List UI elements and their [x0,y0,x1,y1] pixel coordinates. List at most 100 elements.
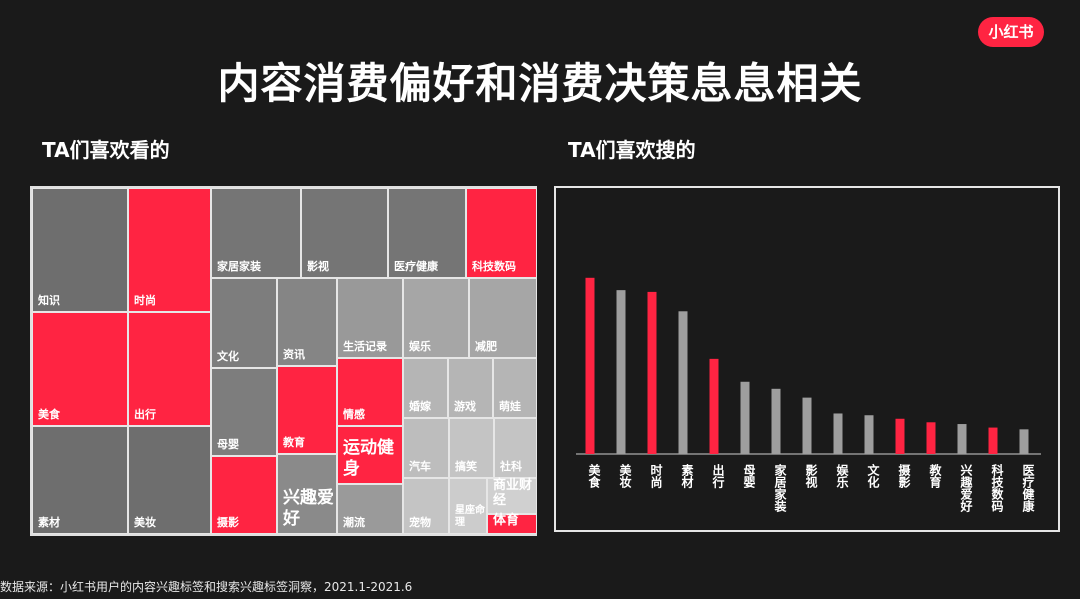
x-tick-label: 娱乐 [835,464,849,489]
x-tick-label: 摄影 [897,463,911,489]
treemap-tile: 美食 [32,312,128,426]
treemap-tile: 出行 [128,312,211,426]
treemap-tile-label: 体育 [493,513,520,529]
treemap-tile-label: 文化 [217,349,239,363]
bar-出行 [709,358,719,454]
treemap-tile: 素材 [32,426,128,534]
treemap-tile: 兴趣爱好 [277,454,337,534]
bar-时尚 [647,291,657,454]
x-tick-label: 文化 [866,463,880,489]
data-source-note: 数据来源：小红书用户的内容兴趣标签和搜索兴趣标签洞察，2021.1-2021.6 [0,580,413,594]
bar-教育 [926,422,936,454]
left-panel-title: TA们喜欢看的 [42,138,170,162]
xiaohongshu-logo: 小红书 [978,17,1044,47]
bar-兴趣爱好 [957,424,967,454]
treemap-tile: 汽车 [403,418,449,478]
treemap-tile-label: 美食 [38,407,60,421]
treemap-tile-label: 社科 [500,459,522,473]
treemap-tile-label: 星座命理 [455,505,485,528]
bar-影视 [802,397,812,454]
treemap-tile: 家居家装 [211,188,301,278]
treemap-tile-label: 美妆 [134,515,156,529]
treemap-tile: 知识 [32,188,128,312]
treemap-tile: 减肥 [469,278,537,358]
treemap-tile: 搞笑 [449,418,494,478]
treemap-tile: 医疗健康 [388,188,466,278]
x-tick-label: 美妆 [618,463,632,489]
x-tick-label: 母婴 [742,464,756,489]
treemap-tile: 美妆 [128,426,211,534]
treemap-tile: 科技数码 [466,188,537,278]
treemap-tile-label: 时尚 [134,293,156,307]
treemap-tile-label: 潮流 [343,515,365,529]
treemap-tile: 商业财经 [487,478,537,514]
bar-娱乐 [833,413,843,454]
x-tick-label: 教育 [928,463,942,489]
treemap-tile-label: 婚嫁 [409,399,431,413]
treemap-tile-label: 娱乐 [409,339,431,353]
right-panel-title: TA们喜欢搜的 [568,138,696,162]
treemap-tile-label: 素材 [38,515,60,529]
search-bar-chart-frame: 美食 美妆 时尚 素材 出行 母婴 家居家装 影视 娱乐 文化 摄影 教育 兴趣爱好 科技数码 医疗健康 [554,186,1060,532]
treemap-tile: 娱乐 [403,278,469,358]
treemap-tile: 宠物 [403,478,449,534]
bar-摄影 [895,418,905,454]
page-title: 内容消费偏好和消费决策息息相关 [217,59,863,108]
treemap-tile-label: 影视 [307,259,329,273]
treemap-tile: 母婴 [211,368,277,456]
bar-美妆 [616,290,626,454]
treemap-tile: 时尚 [128,188,211,312]
treemap-tile-label: 宠物 [409,515,431,529]
treemap-tile-label: 知识 [38,293,60,307]
x-tick-label: 素材 [680,463,694,489]
x-tick-label: 兴趣爱好 [959,463,973,513]
treemap-tile-label: 兴趣爱好 [283,488,334,529]
treemap-tile: 社科 [494,418,537,478]
treemap-tile: 体育 [487,513,537,534]
bar-医疗健康 [1019,429,1029,454]
treemap-tile-label: 摄影 [217,515,239,529]
treemap-tile-label: 运动健身 [343,438,394,479]
x-tick-label: 影视 [804,463,818,489]
treemap-tile-label: 萌娃 [499,399,521,413]
x-tick-label: 家居家装 [773,463,787,513]
treemap-tile: 生活记录 [337,278,403,358]
x-tick-label: 时尚 [649,463,663,489]
treemap-tile: 资讯 [277,278,337,366]
treemap-tile-label: 搞笑 [455,459,477,473]
treemap-tile-label: 资讯 [283,347,305,361]
search-bar-chart: 美食 美妆 时尚 素材 出行 母婴 家居家装 影视 娱乐 文化 摄影 教育 兴趣爱好 科技数码 医疗健康 [576,277,1041,513]
treemap-tile-label: 医疗健康 [394,259,438,273]
treemap-tile: 潮流 [337,484,403,534]
treemap-tile-label: 商业财经 [493,477,533,509]
treemap-tile-label: 家居家装 [217,259,261,273]
treemap-tile-label: 母婴 [217,437,239,451]
treemap-tile-label: 游戏 [454,399,476,413]
treemap-tile-label: 教育 [283,435,305,449]
treemap-tile: 婚嫁 [403,358,448,418]
bar-科技数码 [988,427,998,454]
treemap-tile-label: 出行 [134,407,156,421]
treemap-tile-label: 科技数码 [472,259,516,273]
treemap-tile: 萌娃 [493,358,537,418]
x-tick-label: 美食 [587,463,601,489]
treemap-tile-label: 情感 [343,407,365,421]
treemap-tile-label: 汽车 [409,459,431,473]
x-tick-label: 医疗健康 [1021,464,1035,513]
treemap-tile: 情感 [337,358,403,426]
treemap-tile: 运动健身 [337,426,403,484]
treemap-tile-label: 生活记录 [343,339,387,353]
treemap-tile: 影视 [301,188,388,278]
treemap-tile: 星座命理 [449,478,487,534]
bar-素材 [678,311,688,454]
treemap-tile: 教育 [277,366,337,454]
bar-家居家装 [771,388,781,454]
content-treemap: 知识美食素材 时尚出行美妆 家居家装 影视 医疗健康 科技数码文化母婴摄影 资讯教育兴趣爱好… [30,186,537,536]
x-tick-label: 出行 [711,463,725,489]
treemap-tile: 游戏 [448,358,493,418]
bar-美食 [585,277,595,454]
treemap-tile: 文化 [211,278,277,368]
treemap-tile-label: 减肥 [475,339,497,353]
bar-母婴 [740,381,750,454]
bar-文化 [864,415,874,454]
